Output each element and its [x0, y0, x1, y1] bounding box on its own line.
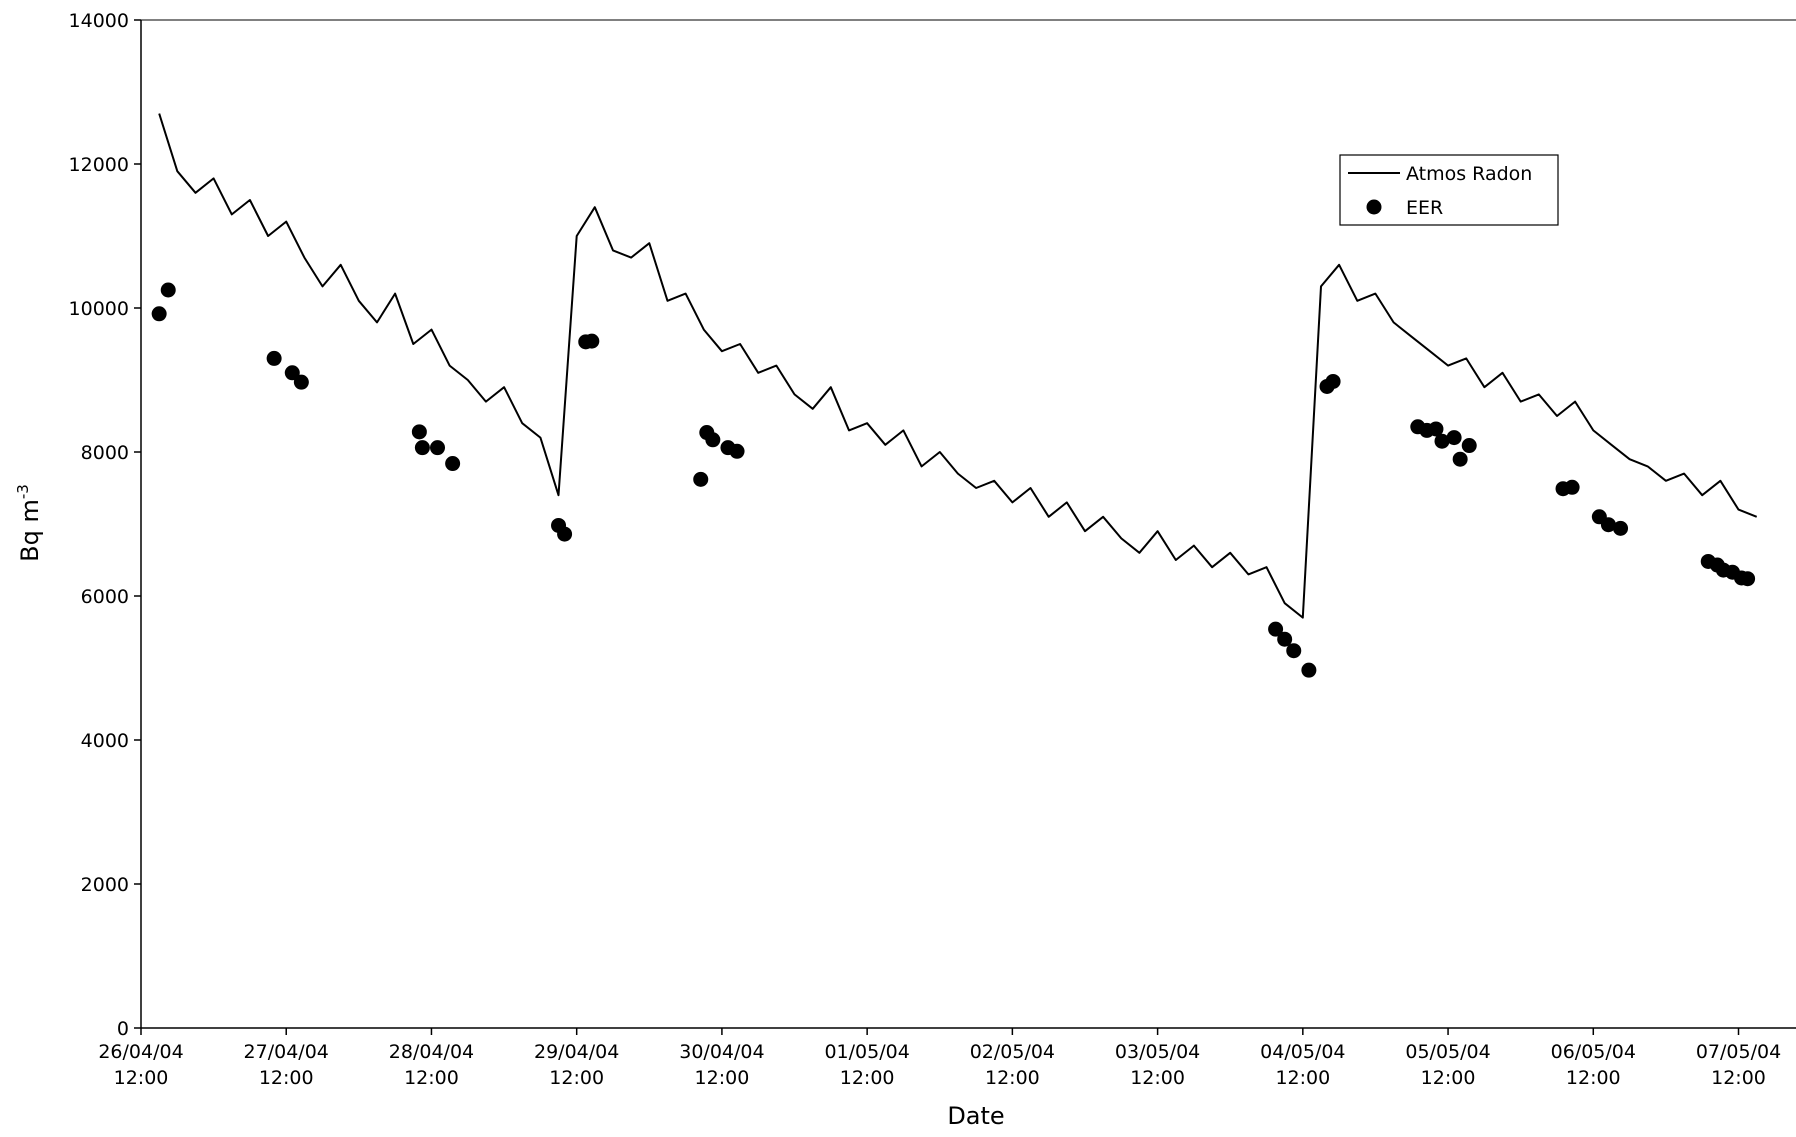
point — [1613, 520, 1629, 536]
point — [584, 333, 600, 349]
y-tick-label: 8000 — [81, 442, 129, 464]
point — [1301, 662, 1317, 678]
x-tick-label: 27/04/04 12:00 — [244, 1041, 329, 1089]
point — [1740, 571, 1756, 587]
point — [414, 440, 430, 456]
point — [1452, 451, 1468, 467]
x-tick-label: 05/05/04 12:00 — [1405, 1041, 1490, 1089]
point — [705, 432, 721, 448]
legend-marker — [1366, 199, 1382, 215]
point — [1277, 631, 1293, 647]
point — [1600, 517, 1616, 533]
x-tick-label: 03/05/04 12:00 — [1115, 1041, 1200, 1089]
point — [729, 443, 745, 459]
legend-label: Atmos Radon — [1406, 163, 1532, 185]
point — [160, 282, 176, 298]
x-tick-label: 26/04/04 12:00 — [98, 1041, 183, 1089]
y-axis-label-text: Bq m — [16, 499, 44, 562]
point — [1286, 643, 1302, 659]
point — [693, 471, 709, 487]
x-tick-label: 28/04/04 12:00 — [389, 1041, 474, 1089]
x-tick-label: 01/05/04 12:00 — [824, 1041, 909, 1089]
point — [445, 456, 461, 472]
x-tick-label: 04/05/04 12:00 — [1260, 1041, 1345, 1089]
point — [411, 424, 427, 440]
x-tick-label: 02/05/04 12:00 — [970, 1041, 1055, 1089]
point — [1268, 621, 1284, 637]
x-tick-label: 30/04/04 12:00 — [679, 1041, 764, 1089]
point — [1434, 433, 1450, 449]
y-tick-label: 10000 — [69, 298, 129, 320]
x-tick-label: 06/05/04 12:00 — [1551, 1041, 1636, 1089]
y-tick-label: 0 — [117, 1018, 129, 1040]
x-tick-label: 29/04/04 12:00 — [534, 1041, 619, 1089]
point — [284, 365, 300, 381]
y-axis-label: Bq m-3 — [14, 484, 44, 562]
y-tick-label: 12000 — [69, 154, 129, 176]
x-tick-label: 07/05/04 12:00 — [1696, 1041, 1781, 1089]
point — [430, 440, 446, 456]
point — [1325, 373, 1341, 389]
y-tick-label: 4000 — [81, 730, 129, 752]
point — [557, 526, 573, 542]
line — [158, 113, 1758, 619]
point — [266, 350, 282, 366]
point — [293, 374, 309, 390]
point — [151, 306, 167, 322]
point — [1461, 438, 1477, 454]
legend-label: EER — [1406, 197, 1443, 219]
point — [1446, 430, 1462, 446]
point — [1428, 421, 1444, 437]
point — [1564, 479, 1580, 495]
y-tick-label: 2000 — [81, 874, 129, 896]
x-axis-label: Date — [947, 1102, 1004, 1130]
y-tick-label: 14000 — [69, 10, 129, 32]
y-axis-label-superscript: -3 — [14, 484, 32, 499]
y-tick-label: 6000 — [81, 586, 129, 608]
